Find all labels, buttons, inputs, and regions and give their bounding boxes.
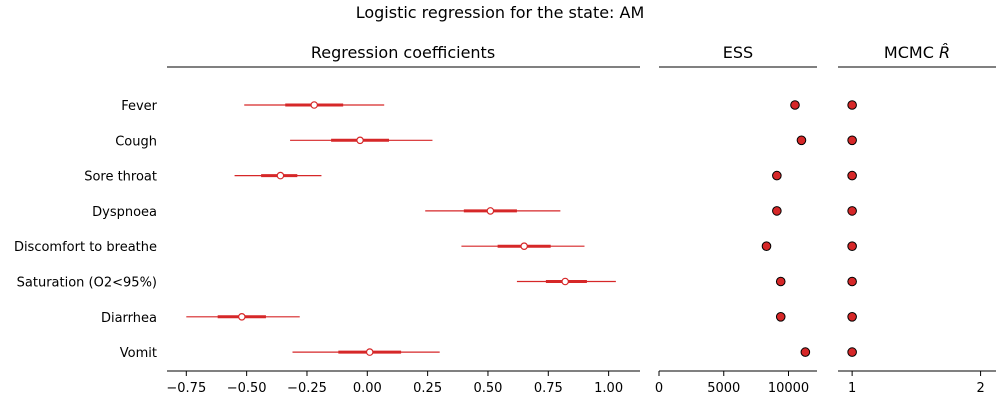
rhat-tick-label: 1 bbox=[848, 381, 856, 396]
ess-point bbox=[772, 170, 782, 181]
posterior-mean-point bbox=[238, 312, 246, 321]
posterior-mean-point bbox=[310, 101, 319, 109]
coefficients-tick-label: 0.00 bbox=[353, 381, 382, 396]
rhat-point bbox=[847, 206, 857, 216]
coefficients-tick-label: −0.25 bbox=[287, 381, 327, 396]
ess-point bbox=[772, 206, 782, 216]
ess-point bbox=[761, 241, 772, 251]
posterior-mean-point bbox=[561, 277, 569, 286]
rhat-title-main: MCMC bbox=[884, 43, 939, 62]
posterior-mean-point bbox=[276, 171, 285, 180]
rhat-title-symbol: R̂ bbox=[939, 43, 950, 62]
coefficients-tick-label: 1.00 bbox=[594, 381, 623, 396]
ess-point bbox=[796, 135, 807, 146]
rhat-point bbox=[847, 241, 857, 251]
category-label: Dyspnoea bbox=[92, 205, 157, 220]
figure-title: Logistic regression for the state: AM bbox=[356, 3, 645, 22]
ess-point bbox=[800, 347, 811, 357]
posterior-mean-point bbox=[365, 348, 374, 356]
coefficients-x-ticks: −0.75 −0.50 −0.25 0.00 0.25 0.50 0.75 1.00 bbox=[166, 371, 623, 396]
category-label: Diarrhea bbox=[101, 311, 157, 326]
coefficients-tick-label: 0.25 bbox=[413, 381, 442, 396]
ess-point bbox=[775, 312, 786, 322]
rhat-panel-title: MCMC R̂ bbox=[884, 43, 950, 62]
ess-point bbox=[790, 100, 800, 110]
ess-x-ticks: 0 5000 10000 bbox=[655, 371, 809, 396]
category-label: Discomfort to breathe bbox=[14, 240, 157, 255]
posterior-mean-point bbox=[520, 242, 528, 251]
category-label: Sore throat bbox=[84, 170, 157, 185]
coefficient-marks bbox=[186, 101, 616, 356]
ess-tick-label: 5000 bbox=[707, 381, 740, 396]
ess-point bbox=[775, 276, 786, 287]
coefficients-tick-label: −0.75 bbox=[166, 381, 206, 396]
ess-tick-label: 10000 bbox=[768, 381, 809, 396]
rhat-point bbox=[847, 312, 857, 322]
rhat-point bbox=[847, 276, 857, 287]
ess-tick-label: 0 bbox=[655, 381, 663, 396]
category-label: Fever bbox=[121, 99, 157, 114]
category-labels: Fever Cough Sore throat Dyspnoea Discomfort … bbox=[14, 99, 158, 361]
posterior-mean-point bbox=[486, 207, 495, 215]
rhat-point bbox=[847, 100, 857, 110]
category-label: Saturation (O2<95%) bbox=[17, 276, 157, 291]
coefficients-panel: Regression coefficients Fever Cough Sore t… bbox=[14, 43, 640, 396]
coefficients-tick-label: −0.50 bbox=[227, 381, 267, 396]
category-label: Vomit bbox=[120, 346, 157, 361]
category-label: Cough bbox=[115, 134, 157, 149]
rhat-point bbox=[847, 135, 857, 146]
coefficients-panel-title: Regression coefficients bbox=[311, 43, 495, 62]
ess-marks bbox=[761, 100, 811, 357]
rhat-point bbox=[847, 170, 857, 181]
ess-panel-title: ESS bbox=[723, 43, 753, 62]
coefficients-tick-label: 0.75 bbox=[534, 381, 563, 396]
rhat-point bbox=[847, 347, 857, 357]
coefficients-tick-label: 0.50 bbox=[473, 381, 502, 396]
rhat-tick-label: 2 bbox=[976, 381, 984, 396]
ess-panel: ESS 0 5000 10000 bbox=[655, 43, 817, 396]
posterior-mean-point bbox=[356, 136, 364, 145]
rhat-marks bbox=[847, 100, 857, 357]
